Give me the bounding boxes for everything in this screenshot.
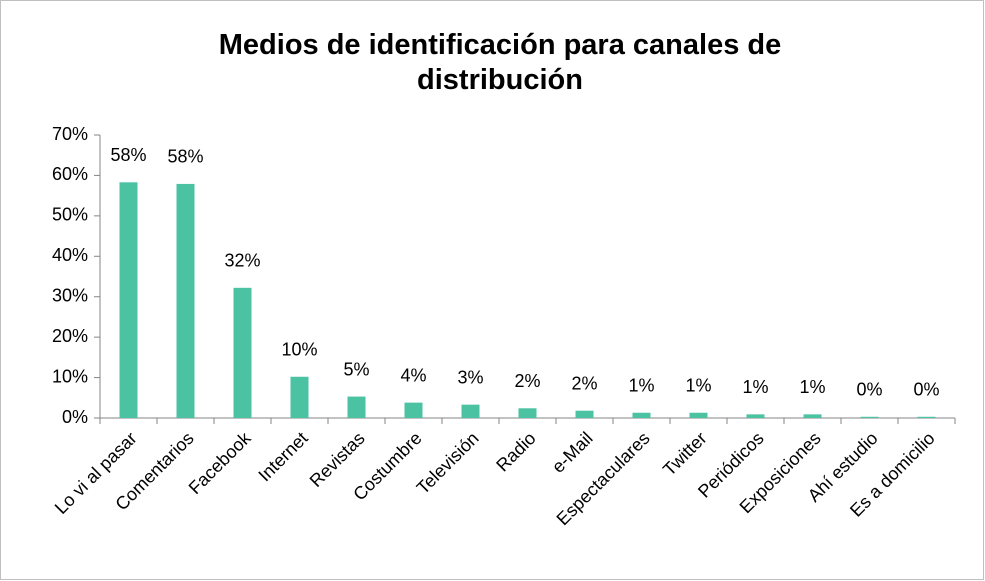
y-tick-label: 30% <box>52 285 88 305</box>
data-label: 1% <box>742 377 768 397</box>
bar <box>575 410 594 418</box>
bar <box>860 416 879 418</box>
bar <box>518 408 537 418</box>
y-tick-label: 0% <box>62 407 88 427</box>
bar <box>632 412 651 418</box>
data-label: 4% <box>400 365 426 385</box>
chart-title: Medios de identificación para canales de… <box>218 29 782 96</box>
bar <box>461 404 480 418</box>
bar <box>803 414 822 418</box>
bar <box>746 414 765 418</box>
bar <box>233 287 252 418</box>
y-tick-label: 50% <box>52 205 88 225</box>
bar <box>119 182 138 418</box>
data-label: 1% <box>799 377 825 397</box>
data-label: 3% <box>457 367 483 387</box>
y-tick-label: 60% <box>52 164 88 184</box>
data-label: 58% <box>167 147 203 167</box>
data-label: 2% <box>571 373 597 393</box>
data-label: 1% <box>628 375 654 395</box>
data-label: 5% <box>343 359 369 379</box>
y-tick-label: 40% <box>52 245 88 265</box>
y-tick-label: 20% <box>52 326 88 346</box>
bar <box>290 376 309 418</box>
data-label: 32% <box>224 251 260 271</box>
data-label: 2% <box>514 371 540 391</box>
bar <box>347 396 366 418</box>
data-label: 0% <box>856 380 882 400</box>
y-tick-label: 10% <box>52 366 88 386</box>
bar <box>689 412 708 418</box>
data-label: 10% <box>281 340 317 360</box>
data-label: 58% <box>110 145 146 165</box>
bar <box>917 416 936 418</box>
y-tick-label: 70% <box>52 124 88 144</box>
data-label: 0% <box>913 380 939 400</box>
bar <box>176 183 195 418</box>
bar <box>404 402 423 418</box>
data-label: 1% <box>685 375 711 395</box>
